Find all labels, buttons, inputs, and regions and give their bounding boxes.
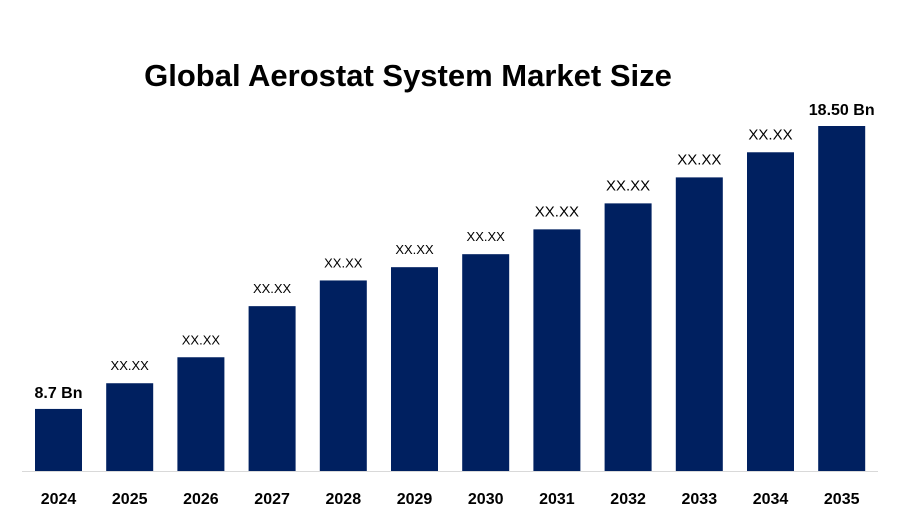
data-label-2030: XX.XX <box>467 229 506 244</box>
data-label-2029: XX.XX <box>395 242 434 257</box>
bar-2029 <box>391 267 438 471</box>
bar-2033 <box>675 177 723 472</box>
x-tick-label-2026: 2026 <box>183 491 219 508</box>
x-tick-label-2024: 2024 <box>41 491 77 508</box>
x-tick-label-2029: 2029 <box>397 491 433 508</box>
bar-2030 <box>462 254 510 471</box>
x-tick-label-2027: 2027 <box>254 491 290 508</box>
x-tick-label-2031: 2031 <box>539 491 575 508</box>
x-tick-label-2030: 2030 <box>468 491 504 508</box>
bar-2024 <box>35 408 82 471</box>
bar-2034 <box>747 152 794 471</box>
data-label-2026: XX.XX <box>182 332 221 347</box>
x-tick-label-2032: 2032 <box>610 491 646 508</box>
bar-2028 <box>319 280 367 471</box>
data-label-2024: 8.7 Bn <box>34 385 82 402</box>
x-tick-label-2025: 2025 <box>112 491 148 508</box>
x-tick-label-2028: 2028 <box>326 491 362 508</box>
data-label-2028: XX.XX <box>324 255 363 270</box>
bar-2026 <box>177 357 225 471</box>
data-label-2031: XX.XX <box>535 203 579 220</box>
chart-title: Global Aerostat System Market Size <box>144 58 672 93</box>
bar-2031 <box>533 229 581 471</box>
data-label-2027: XX.XX <box>253 281 292 296</box>
data-label-2032: XX.XX <box>606 177 650 194</box>
data-label-2034: XX.XX <box>748 126 792 143</box>
x-tick-label-2035: 2035 <box>824 491 860 508</box>
x-tick-label-2033: 2033 <box>682 491 718 508</box>
bar-2027 <box>248 306 296 471</box>
bar-2025 <box>106 383 154 471</box>
data-label-2033: XX.XX <box>677 151 721 168</box>
bar-2032 <box>604 203 652 472</box>
x-tick-label-2034: 2034 <box>753 491 789 508</box>
data-label-2035: 18.50 Bn <box>809 102 875 119</box>
data-label-2025: XX.XX <box>111 358 150 373</box>
bar-2035 <box>818 126 866 471</box>
